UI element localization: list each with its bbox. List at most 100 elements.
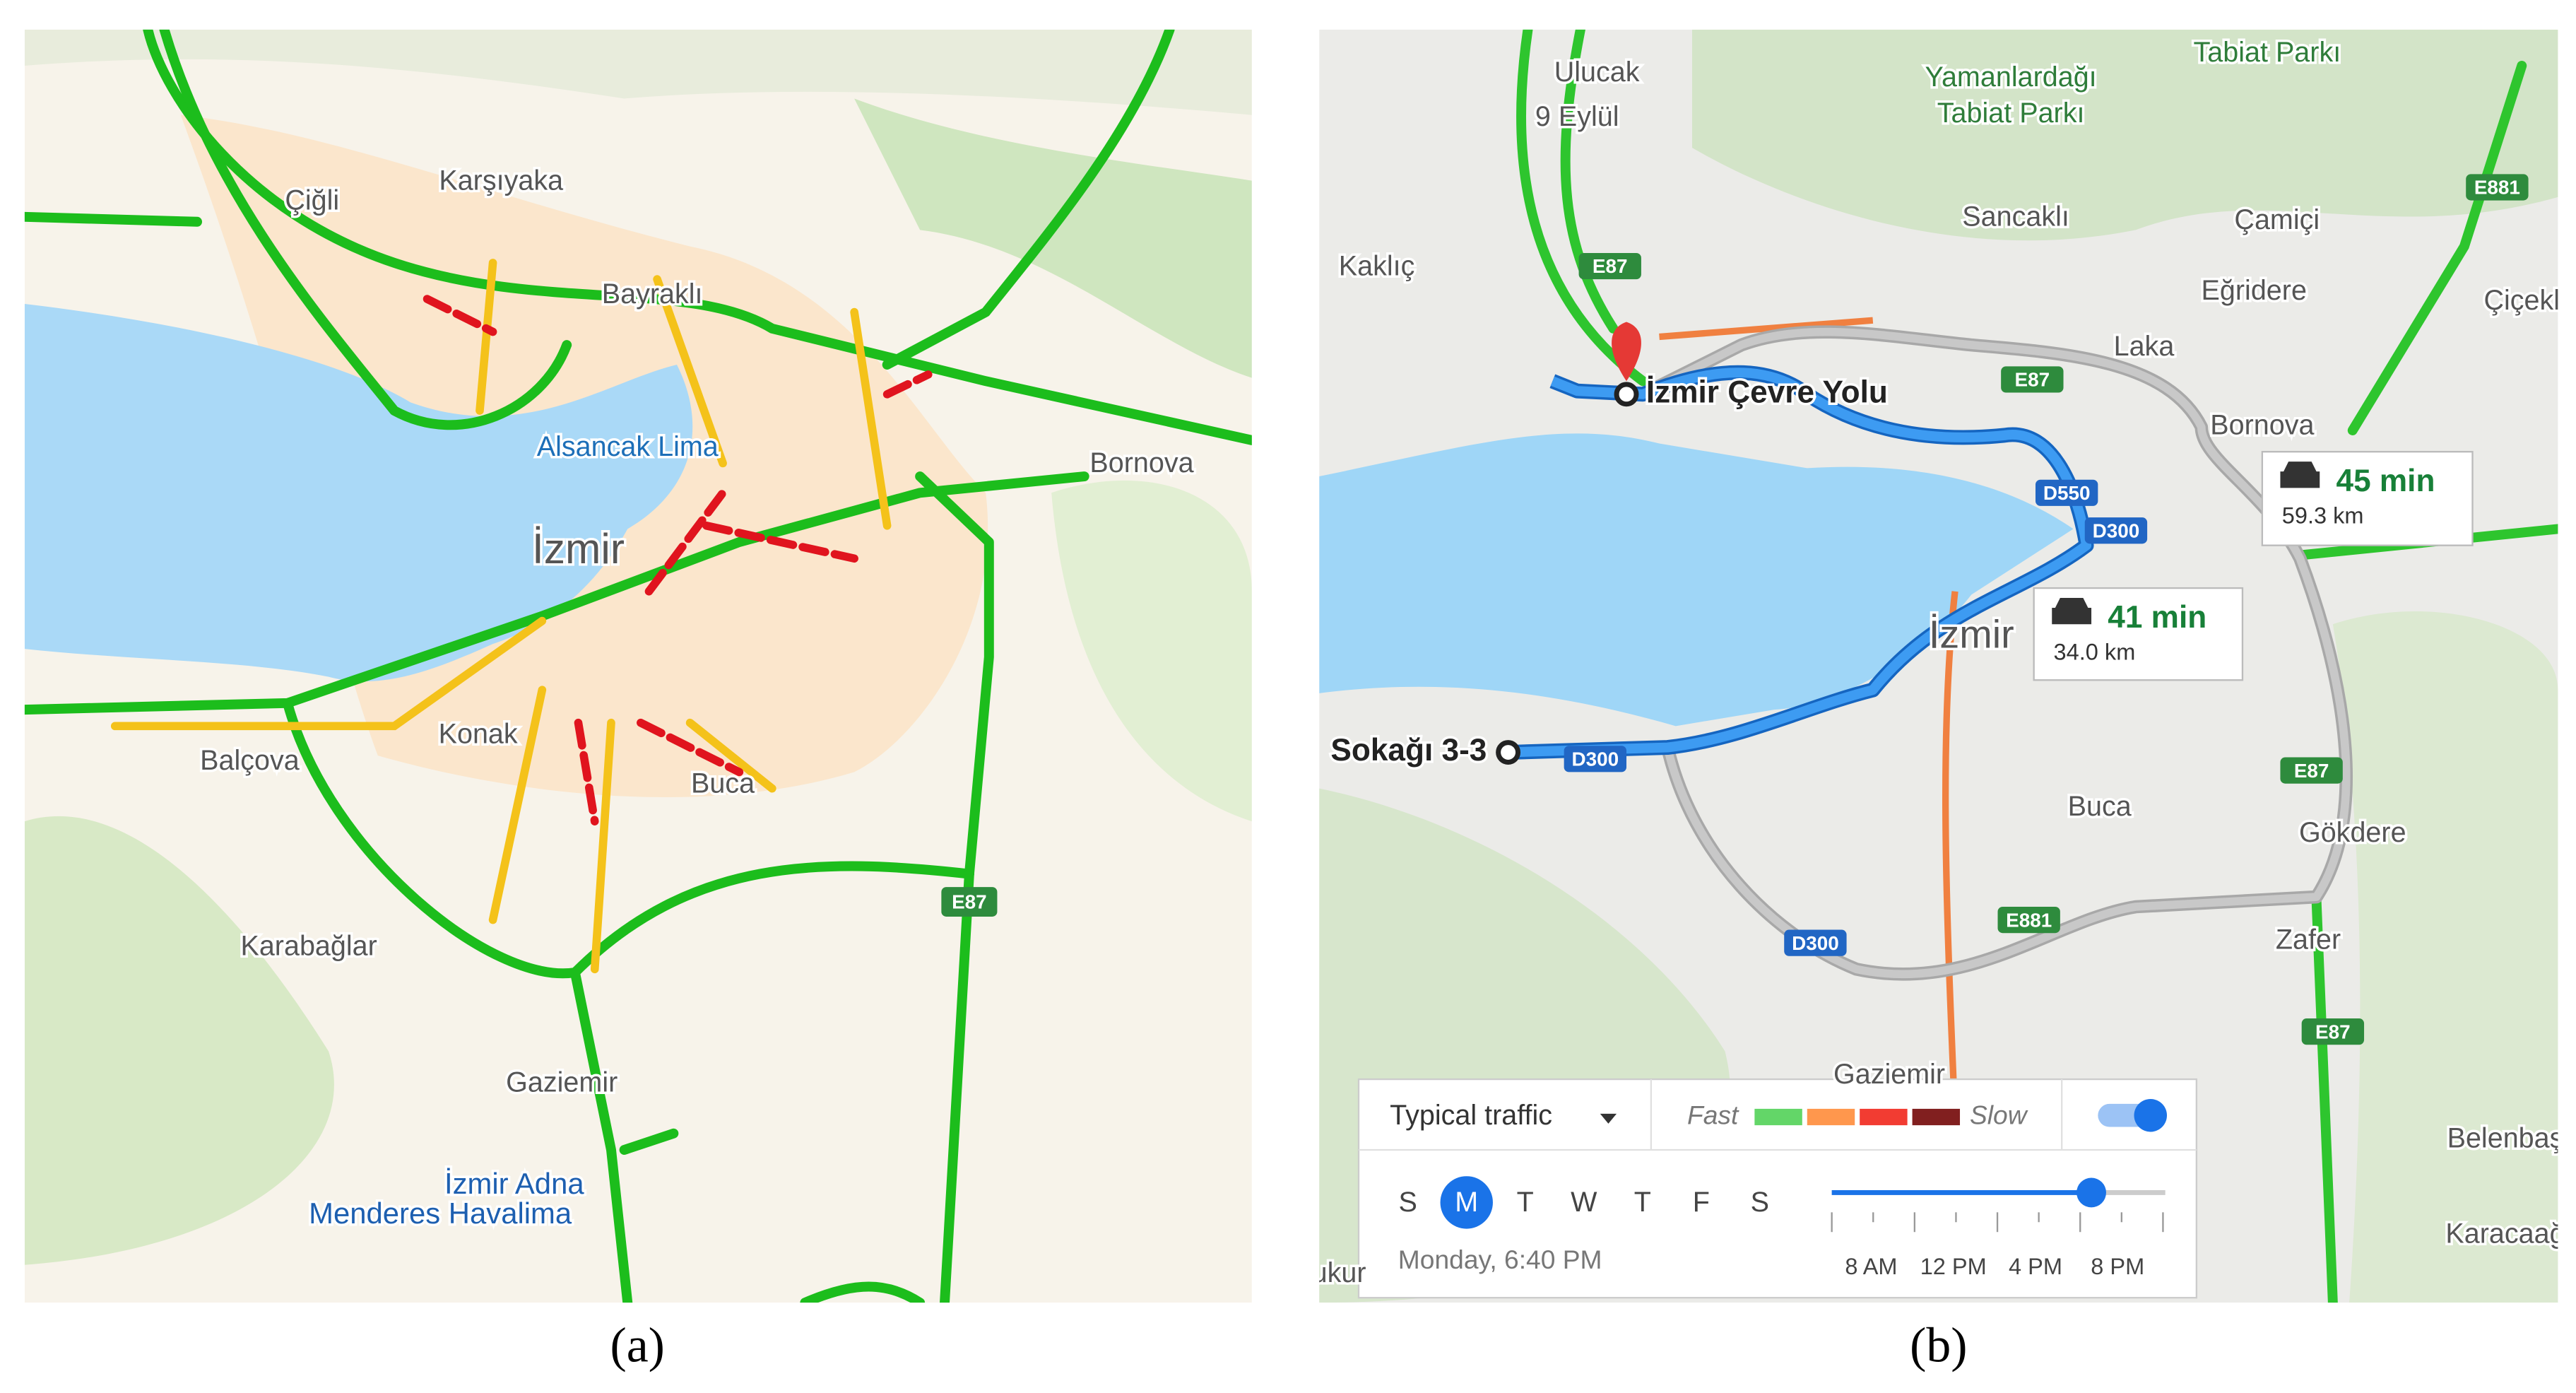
slider-knob[interactable] bbox=[2076, 1177, 2106, 1208]
day-button[interactable]: S bbox=[1751, 1187, 1769, 1218]
car-icon bbox=[2280, 462, 2320, 488]
park bbox=[24, 816, 334, 1265]
place-label: Laka bbox=[2114, 331, 2175, 362]
place-label: Bornova bbox=[2210, 410, 2314, 441]
road-shield-label: D550 bbox=[2043, 482, 2091, 504]
place-label: Çiçekl bbox=[2483, 285, 2560, 316]
traffic-swatch bbox=[1754, 1108, 1802, 1126]
place-label: Sancaklı bbox=[1962, 201, 2069, 233]
origin-marker bbox=[1496, 740, 1521, 765]
toggle-knob[interactable] bbox=[2134, 1098, 2168, 1132]
place-label: Karacaağ bbox=[2445, 1218, 2565, 1249]
place-label: Buca bbox=[691, 768, 755, 799]
route-distance: 34.0 km bbox=[2054, 640, 2136, 665]
place-label: Karabağlar bbox=[240, 931, 377, 962]
road bbox=[475, 259, 892, 530]
road-shield bbox=[1784, 929, 1847, 956]
caption: (a) bbox=[610, 1319, 664, 1373]
road bbox=[1516, 29, 1648, 387]
hour-label: 4 PM bbox=[2009, 1254, 2062, 1279]
traffic-map-a: Çiğli Karşıyaka Bayraklı Alsancak Lima İzmir… bbox=[24, 29, 1252, 1303]
traffic-mode[interactable]: Typical traffic bbox=[1390, 1100, 1552, 1131]
road-shield bbox=[2301, 1018, 2365, 1045]
place-label: Bornova bbox=[1089, 447, 1193, 478]
road bbox=[1659, 317, 1958, 1117]
origin-label: Sokağı 3-3 bbox=[1330, 733, 1487, 768]
place-label: İzmir Adna bbox=[444, 1167, 584, 1200]
selected-time: Monday, 6:40 PM bbox=[1398, 1245, 1602, 1274]
dropdown-arrow[interactable] bbox=[1600, 1113, 1617, 1124]
route-map-b: Ulucak 9 Eylül Yamanlardağı Tabiat Parkı Tab… bbox=[1312, 29, 2565, 1303]
traffic-swatch bbox=[1860, 1108, 1908, 1126]
hour-label: 8 PM bbox=[2091, 1254, 2144, 1279]
water bbox=[1319, 433, 2074, 727]
road bbox=[882, 29, 1175, 370]
place-label: Çamiçi bbox=[2234, 204, 2320, 235]
road-shield-label: E881 bbox=[2474, 177, 2520, 199]
legend-slow: Slow bbox=[1970, 1100, 2028, 1129]
park bbox=[2332, 611, 2558, 1303]
land bbox=[24, 29, 1252, 115]
place-label: Konak bbox=[439, 719, 518, 750]
road-shield-label: E87 bbox=[2294, 760, 2329, 782]
road bbox=[24, 211, 203, 227]
place-label: Balçova bbox=[200, 745, 300, 776]
road-shield-label: D300 bbox=[1571, 748, 1619, 770]
place-label: Gökdere bbox=[2299, 817, 2406, 848]
place-label: Alsancak Lima bbox=[537, 431, 719, 462]
road bbox=[24, 471, 1089, 715]
legend-fast: Fast bbox=[1687, 1100, 1739, 1129]
road-shield-label: D300 bbox=[1792, 932, 1839, 954]
road-shield-label: E87 bbox=[952, 891, 987, 913]
road bbox=[159, 29, 572, 430]
hour-label: 8 AM bbox=[1845, 1254, 1897, 1279]
car-icon bbox=[2052, 598, 2092, 625]
road-shield bbox=[2001, 366, 2064, 393]
place-label: Yamanlardağı bbox=[1925, 61, 2097, 93]
place-label: Menderes Havalima bbox=[309, 1197, 572, 1230]
place-label: Kaklıç bbox=[1339, 250, 1415, 281]
day-button[interactable]: W bbox=[1571, 1187, 1597, 1218]
route-distance: 59.3 km bbox=[2282, 503, 2364, 529]
road-shield bbox=[1564, 746, 1627, 772]
road-shield bbox=[2035, 479, 2098, 506]
place-label: Gaziemir bbox=[1833, 1059, 1945, 1090]
day-button[interactable]: T bbox=[1517, 1187, 1534, 1218]
road-shield-label: E87 bbox=[1593, 255, 1628, 277]
road-shield bbox=[1997, 907, 2060, 934]
day-button[interactable]: S bbox=[1399, 1187, 1417, 1218]
place-label: Karşıyaka bbox=[439, 165, 563, 196]
road bbox=[423, 295, 933, 825]
road-shield-label: E87 bbox=[2015, 369, 2050, 391]
place-label: Ulucak bbox=[1554, 57, 1640, 88]
day-selected bbox=[1440, 1176, 1493, 1229]
place-label: Çiğli bbox=[285, 184, 339, 216]
road bbox=[143, 29, 1252, 445]
road-shield bbox=[2084, 517, 2148, 544]
water bbox=[24, 303, 693, 682]
destination-label: İzmir Çevre Yolu bbox=[1646, 375, 1888, 410]
park bbox=[854, 98, 1252, 378]
place-label: ukur bbox=[1312, 1257, 1366, 1288]
road-shield bbox=[2466, 174, 2529, 201]
park bbox=[1692, 29, 2558, 241]
alternate-route-core bbox=[1641, 327, 2351, 979]
traffic-swatch bbox=[1912, 1108, 1961, 1126]
day-button[interactable]: F bbox=[1693, 1187, 1710, 1218]
place-label: İzmir bbox=[1929, 612, 2014, 657]
place-label: Gaziemir bbox=[506, 1066, 618, 1098]
road-shield-label: E87 bbox=[2315, 1021, 2351, 1042]
road-shield bbox=[941, 887, 998, 917]
place-label: 9 Eylül bbox=[1535, 101, 1619, 132]
road-shield-label: E881 bbox=[2006, 909, 2052, 931]
hour-label: 12 PM bbox=[1920, 1254, 1987, 1279]
place-label: Tabiat Parkı bbox=[2194, 37, 2341, 68]
road-shield-label: D300 bbox=[2093, 519, 2140, 541]
caption: (b) bbox=[1910, 1319, 1967, 1373]
destination-marker bbox=[1614, 382, 1639, 407]
day-button[interactable]: M bbox=[1455, 1187, 1478, 1218]
day-button[interactable]: T bbox=[1634, 1187, 1651, 1218]
place-label: İzmir bbox=[532, 524, 625, 572]
